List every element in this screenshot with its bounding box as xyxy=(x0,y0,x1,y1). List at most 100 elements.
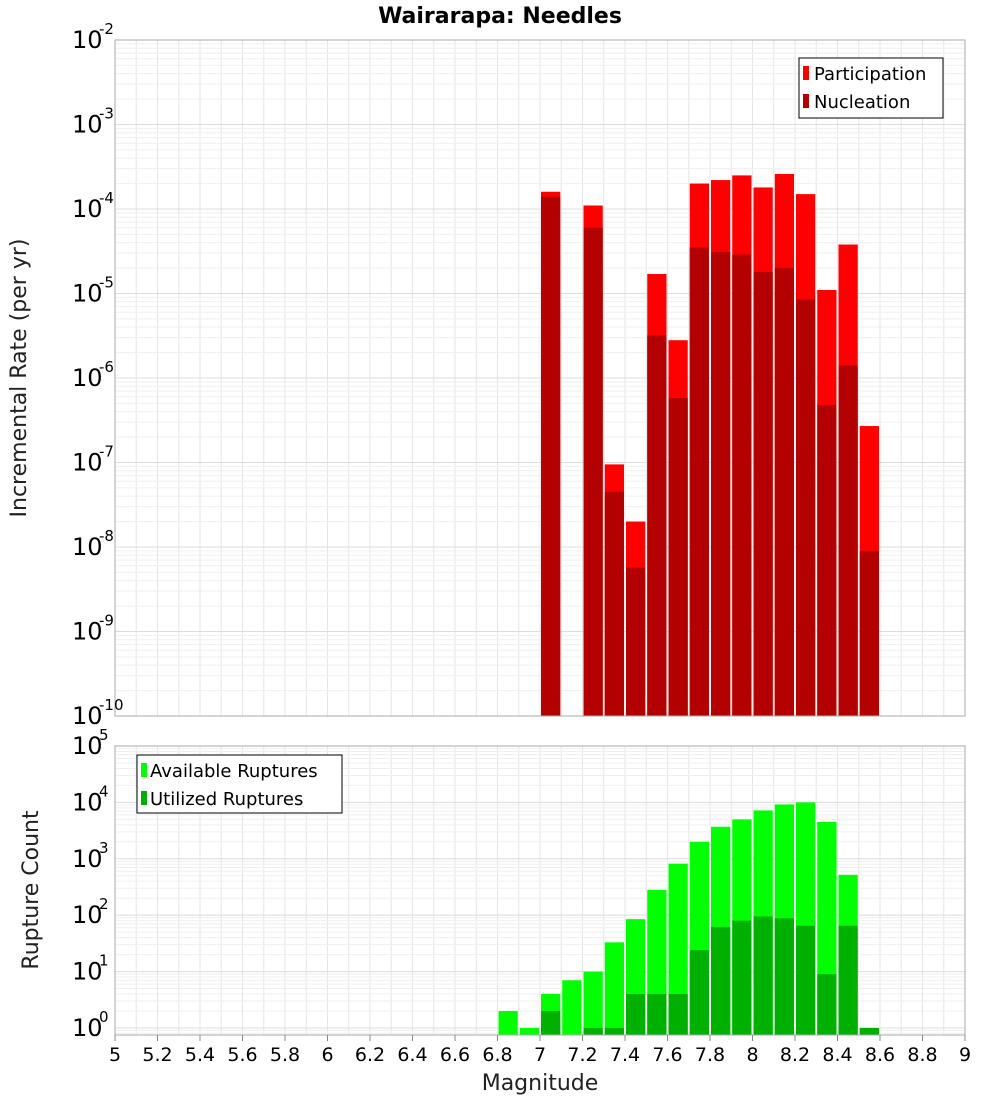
bottom-legend: Available Ruptures Utilized Ruptures xyxy=(136,754,343,814)
top-bar-nucleation xyxy=(711,251,731,717)
bottom-bar-utilized-ruptures xyxy=(689,950,709,1035)
top-y-tick-exponent: -4 xyxy=(99,189,114,207)
top-bar-nucleation xyxy=(859,550,879,716)
bottom-bar-utilized-ruptures xyxy=(796,925,816,1035)
x-tick-label: 9 xyxy=(959,1044,971,1066)
top-y-tick-exponent: -8 xyxy=(99,527,114,545)
bottom-bar-available-ruptures xyxy=(498,1010,518,1035)
bottom-y-tick-exponent: 4 xyxy=(99,782,109,800)
bottom-bar-utilized-ruptures xyxy=(838,925,858,1035)
bottom-bar-utilized-ruptures xyxy=(774,918,794,1035)
top-y-tick-label: 10 xyxy=(72,702,103,730)
x-tick-label: 6.2 xyxy=(355,1044,385,1066)
top-bars xyxy=(541,173,879,717)
legend-label-nucleation: Nucleation xyxy=(814,92,910,113)
bottom-bar-utilized-ruptures xyxy=(668,994,688,1035)
bottom-bar-available-ruptures xyxy=(583,971,603,1035)
x-tick-label: 7.4 xyxy=(610,1044,640,1066)
top-y-tick-exponent: -7 xyxy=(99,443,114,461)
bottom-bar-utilized-ruptures xyxy=(732,920,752,1035)
bottom-y-tick-label: 10 xyxy=(72,845,103,873)
bottom-bar-utilized-ruptures xyxy=(711,926,731,1035)
top-y-tick-label: 10 xyxy=(72,111,103,139)
bottom-grid xyxy=(115,746,965,1035)
top-y-tick-exponent: -9 xyxy=(99,612,114,630)
legend-swatch-available xyxy=(141,763,147,777)
top-bar-nucleation xyxy=(647,335,667,716)
chart-title: Wairarapa: Needles xyxy=(378,4,622,29)
x-tick-label: 7.2 xyxy=(567,1044,597,1066)
top-bar-nucleation xyxy=(583,227,603,716)
top-bar-nucleation xyxy=(817,404,837,716)
bottom-y-tick-label: 10 xyxy=(72,732,103,760)
bottom-bar-utilized-ruptures xyxy=(626,994,646,1035)
legend-swatch-utilized xyxy=(141,791,147,805)
top-bar-nucleation xyxy=(541,196,561,717)
x-tick-label: 8.8 xyxy=(907,1044,937,1066)
top-y-tick-exponent: -3 xyxy=(99,105,114,123)
x-tick-label: 5.4 xyxy=(185,1044,215,1066)
top-y-tick-exponent: -5 xyxy=(99,274,114,292)
top-bar-nucleation xyxy=(668,397,688,716)
bottom-y-tick-exponent: 5 xyxy=(99,726,109,744)
legend-swatch-nucleation xyxy=(803,94,809,108)
bottom-bar-available-ruptures xyxy=(668,863,688,1035)
top-bar-nucleation xyxy=(838,365,858,716)
bottom-y-tick-exponent: 0 xyxy=(99,1008,109,1026)
top-bar-nucleation xyxy=(796,299,816,716)
x-tick-label: 7.6 xyxy=(652,1044,682,1066)
top-y-tick-label: 10 xyxy=(72,26,103,54)
x-tick-label: 7.8 xyxy=(695,1044,725,1066)
x-axis-label: Magnitude xyxy=(482,1071,599,1096)
bottom-bar-utilized-ruptures xyxy=(541,1010,561,1035)
top-y-tick-exponent: -10 xyxy=(99,696,124,714)
bottom-y-tick-label: 10 xyxy=(72,788,103,816)
bottom-bar-utilized-ruptures xyxy=(647,994,667,1035)
bottom-bar-utilized-ruptures xyxy=(604,1027,624,1035)
x-tick-label: 8 xyxy=(746,1044,758,1066)
x-tick-label: 7 xyxy=(534,1044,546,1066)
bottom-y-tick-label: 10 xyxy=(72,901,103,929)
bottom-bar-available-ruptures xyxy=(562,980,582,1035)
bottom-y-tick-label: 10 xyxy=(72,1014,103,1042)
top-bar-nucleation xyxy=(753,271,773,716)
x-tick-label: 5.2 xyxy=(142,1044,172,1066)
top-y-tick-exponent: -2 xyxy=(99,20,114,38)
bottom-y-tick-exponent: 1 xyxy=(99,952,109,970)
top-bar-nucleation xyxy=(732,254,752,716)
x-tick-label: 8.6 xyxy=(865,1044,895,1066)
top-y-tick-label: 10 xyxy=(72,364,103,392)
bottom-bars xyxy=(498,802,879,1035)
top-legend-box xyxy=(798,57,944,119)
x-tick-label: 5.6 xyxy=(227,1044,257,1066)
top-y-axis-label: Incremental Rate (per yr) xyxy=(7,239,32,518)
bottom-bar-available-ruptures xyxy=(519,1027,539,1035)
x-tick-label: 6.4 xyxy=(397,1044,427,1066)
top-y-tick-label: 10 xyxy=(72,533,103,561)
x-tick-label: 6.6 xyxy=(440,1044,470,1066)
bottom-y-tick-label: 10 xyxy=(72,958,103,986)
top-y-tick-label: 10 xyxy=(72,449,103,477)
legend-label-available: Available Ruptures xyxy=(150,761,318,782)
top-bar-nucleation xyxy=(626,567,646,716)
top-bar-nucleation xyxy=(774,268,794,716)
x-tick-label: 5 xyxy=(109,1044,121,1066)
bottom-legend-box xyxy=(136,754,343,814)
top-y-tick-label: 10 xyxy=(72,618,103,646)
top-grid xyxy=(115,40,965,716)
top-y-tick-label: 10 xyxy=(72,195,103,223)
bottom-x-ticks: 5 5.2 5.4 5.6 5.8 6 6.2 6.4 6.6 6.8 7 7.2 7.4 7.6 7.8 8… xyxy=(109,1035,971,1066)
top-plot-frame xyxy=(114,39,966,717)
top-y-tick-label: 10 xyxy=(72,280,103,308)
x-tick-label: 6 xyxy=(321,1044,333,1066)
x-tick-label: 6.8 xyxy=(482,1044,512,1066)
x-tick-label: 5.8 xyxy=(270,1044,300,1066)
bottom-bar-utilized-ruptures xyxy=(859,1027,879,1035)
bottom-bar-utilized-ruptures xyxy=(817,974,837,1035)
bottom-y-tick-exponent: 3 xyxy=(99,839,109,857)
